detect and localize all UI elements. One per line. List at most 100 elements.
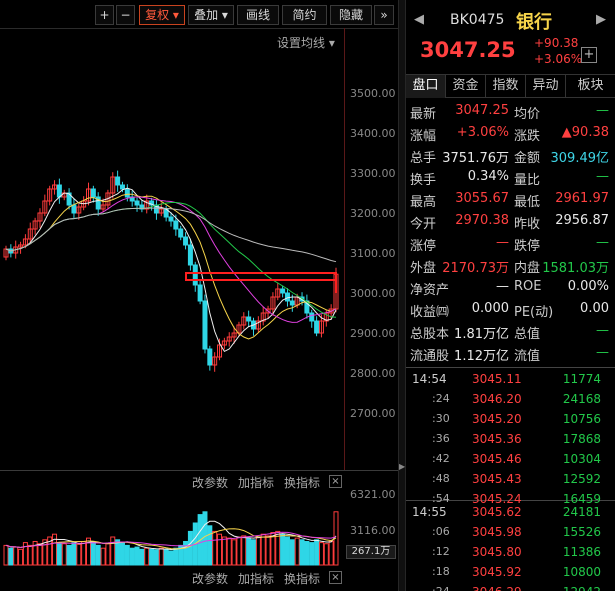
- more-icon[interactable]: »: [374, 5, 394, 25]
- quote-value: 309.49亿: [550, 151, 610, 166]
- tick-row: :06 3045.98 15526: [406, 523, 615, 543]
- quote-value: —: [596, 323, 609, 338]
- simple-mode-button[interactable]: 简约: [282, 5, 327, 25]
- tick-time: :06: [432, 525, 450, 538]
- volume-bar: [275, 530, 281, 566]
- tab-zijin[interactable]: 资金: [446, 75, 486, 98]
- tick-time: :42: [432, 452, 450, 465]
- tab-bankuai[interactable]: 板块: [577, 78, 604, 93]
- quote-value: —: [596, 169, 609, 184]
- quote-label: 流值: [514, 349, 541, 364]
- splitter-bar[interactable]: ▶: [398, 0, 406, 591]
- tick-time: :54: [432, 492, 450, 505]
- quote-value: 2961.97: [555, 191, 609, 206]
- quote-label: 涨停: [410, 239, 437, 254]
- candle-body: [236, 324, 242, 334]
- zoom-in-button[interactable]: +: [95, 5, 114, 25]
- volume-bar: [8, 547, 14, 566]
- quote-label: 总手: [410, 151, 437, 166]
- kline-chart-panel[interactable]: + − 复权 ▾ 叠加 ▾ 画线 简约 隐藏 » 设置均线 ▾ 3500.00 3…: [0, 0, 398, 591]
- volume-bar: [52, 533, 58, 566]
- add-indicator-link[interactable]: 加指标: [238, 476, 275, 490]
- price-axis-line: [344, 28, 345, 470]
- quote-value: 2970.38: [455, 213, 509, 228]
- tab-yidong[interactable]: 异动: [526, 75, 566, 98]
- tick-volume: 24168: [562, 392, 601, 406]
- volume-bar: [115, 539, 121, 566]
- highlight-box: [185, 272, 337, 281]
- add-indicator-link[interactable]: 加指标: [238, 572, 275, 586]
- volume-bar: [314, 539, 320, 566]
- volume-bar: [134, 546, 140, 566]
- switch-indicator-link[interactable]: 换指标: [284, 476, 321, 490]
- tick-price: 3045.20: [472, 412, 522, 426]
- overlay-dropdown[interactable]: 叠加 ▾: [188, 5, 234, 25]
- volume-bar: [86, 537, 91, 566]
- volume-plot[interactable]: [0, 505, 344, 567]
- ma-line: [5, 207, 337, 263]
- volume-bar: [299, 539, 305, 566]
- candle-body: [260, 312, 266, 322]
- tick-price: 3045.98: [472, 525, 522, 539]
- quote-row: 净资产 — ROE 0.00%: [406, 277, 615, 299]
- next-arrow-icon[interactable]: ▶: [596, 12, 606, 27]
- volume-bar: [37, 543, 43, 566]
- tick-time: 14:54: [412, 372, 447, 386]
- set-ma-label: 设置均线: [277, 36, 326, 50]
- draw-line-button[interactable]: 画线: [237, 5, 279, 25]
- quote-row: 总股本 1.81万亿 总值 —: [406, 321, 615, 343]
- tab-pankou[interactable]: 盘口: [406, 75, 446, 98]
- volume-bar: [22, 542, 28, 566]
- quote-row: 收益㈣ 0.000 PE(动) 0.00: [406, 299, 615, 321]
- tick-row: :54 3045.24 16459: [406, 490, 615, 510]
- candle-body: [52, 184, 58, 190]
- candle-body: [22, 238, 28, 246]
- candle-body: [197, 284, 203, 302]
- candle-body: [119, 184, 125, 190]
- volume-bar: [318, 542, 324, 566]
- quote-value: —: [596, 103, 609, 118]
- quote-label: 换手: [410, 173, 437, 188]
- add-watchlist-button[interactable]: +: [581, 47, 597, 63]
- restore-rights-dropdown[interactable]: 复权 ▾: [139, 5, 185, 25]
- tick-price: 3045.36: [472, 432, 522, 446]
- tab-zhishu[interactable]: 指数: [486, 75, 526, 98]
- close-icon[interactable]: ×: [329, 571, 342, 584]
- quote-label: 总值: [514, 327, 541, 342]
- candle-body: [207, 348, 213, 366]
- zoom-out-button[interactable]: −: [116, 5, 135, 25]
- quote-label: 金额: [514, 151, 541, 166]
- volume-bar: [139, 548, 145, 566]
- candle-body: [309, 312, 315, 322]
- candle-body: [187, 244, 193, 266]
- change-param-link[interactable]: 改参数: [192, 476, 229, 490]
- switch-indicator-link[interactable]: 换指标: [284, 572, 321, 586]
- volume-bar: [13, 546, 19, 566]
- price-plot[interactable]: [0, 30, 344, 470]
- quote-value: 3047.25: [455, 103, 509, 118]
- set-ma-button[interactable]: 设置均线 ▾: [277, 36, 335, 50]
- candle-body: [76, 206, 82, 214]
- price-tick-label: 3500.00: [350, 87, 396, 100]
- candle-body: [255, 320, 261, 330]
- candle-body: [246, 316, 252, 322]
- quote-value: 0.34%: [467, 169, 509, 184]
- hide-button[interactable]: 隐藏: [330, 5, 372, 25]
- candle-body: [231, 332, 237, 338]
- last-price: 3047.25: [420, 38, 516, 62]
- volume-bar: [149, 548, 155, 566]
- tick-price: 3045.62: [472, 505, 522, 519]
- candle-body: [139, 204, 145, 210]
- volume-bar: [163, 548, 169, 566]
- candle-body: [134, 200, 140, 206]
- change-param-link[interactable]: 改参数: [192, 572, 229, 586]
- tick-volume: 16459: [562, 492, 601, 506]
- volume-bar: [76, 543, 82, 566]
- candle-body: [280, 288, 286, 294]
- quote-label: 均价: [514, 107, 541, 122]
- volume-bar: [323, 543, 329, 566]
- prev-arrow-icon[interactable]: ◀: [414, 12, 424, 27]
- close-icon[interactable]: ×: [329, 475, 342, 488]
- collapse-arrow-icon[interactable]: ▶: [399, 462, 406, 471]
- price-tick-label: 2800.00: [350, 367, 396, 380]
